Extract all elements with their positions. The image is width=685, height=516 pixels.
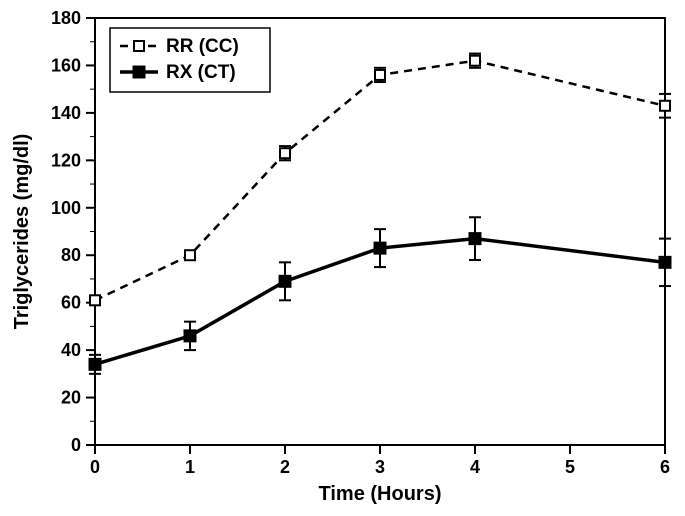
marker-RX — [90, 359, 101, 370]
legend-marker-RX — [134, 67, 145, 78]
marker-RX — [280, 276, 291, 287]
marker-RR — [280, 148, 290, 158]
marker-RX — [660, 257, 671, 268]
y-tick-label: 40 — [61, 340, 81, 360]
y-tick-label: 60 — [61, 293, 81, 313]
x-tick-label: 4 — [470, 457, 480, 477]
marker-RX — [470, 233, 481, 244]
marker-RR — [375, 70, 385, 80]
y-tick-label: 160 — [51, 55, 81, 75]
y-tick-label: 0 — [71, 435, 81, 455]
x-tick-label: 3 — [375, 457, 385, 477]
x-tick-label: 6 — [660, 457, 670, 477]
y-tick-label: 100 — [51, 198, 81, 218]
triglycerides-chart: 0 20 40 60 80 100 120 140 160 180 0 1 2 3 4 5 6 Time (Hou… — [0, 0, 685, 516]
y-tick-label: 20 — [61, 388, 81, 408]
legend-label: RR (CC) — [166, 36, 239, 57]
y-tick-label: 140 — [51, 103, 81, 123]
y-tick-label: 180 — [51, 8, 81, 28]
y-tick-label: 80 — [61, 245, 81, 265]
marker-RX — [185, 330, 196, 341]
legend-marker-RR — [134, 41, 144, 51]
x-tick-label: 1 — [185, 457, 195, 477]
x-axis-label: Time (Hours) — [319, 483, 442, 505]
marker-RR — [660, 101, 670, 111]
y-axis-label: Triglycerides (mg/dl) — [11, 134, 33, 330]
x-tick-label: 2 — [280, 457, 290, 477]
x-tick-label: 5 — [565, 457, 575, 477]
marker-RR — [90, 295, 100, 305]
chart-svg: 0 20 40 60 80 100 120 140 160 180 0 1 2 3 4 5 6 Time (Hou… — [0, 0, 685, 516]
legend-label: RX (CT) — [166, 62, 236, 83]
y-tick-label: 120 — [51, 150, 81, 170]
marker-RR — [470, 56, 480, 66]
marker-RR — [185, 250, 195, 260]
marker-RX — [375, 243, 386, 254]
x-tick-label: 0 — [90, 457, 100, 477]
